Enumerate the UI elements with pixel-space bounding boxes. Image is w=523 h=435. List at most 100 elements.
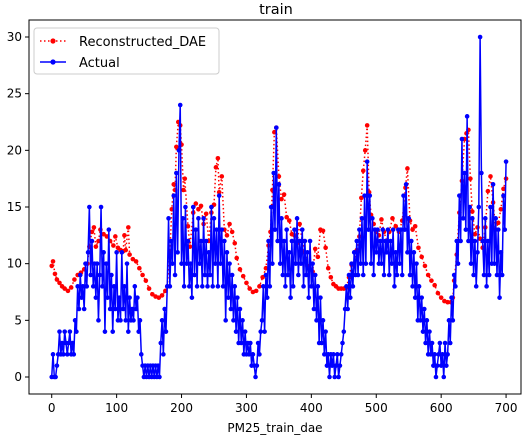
data-point xyxy=(477,34,483,40)
data-point xyxy=(389,261,395,266)
legend-box xyxy=(33,27,220,75)
data-point xyxy=(411,250,417,255)
data-point xyxy=(182,176,188,181)
data-point xyxy=(61,352,66,357)
data-point xyxy=(171,182,177,187)
data-point xyxy=(181,187,186,193)
data-point xyxy=(135,295,140,300)
data-point xyxy=(405,166,410,171)
data-point xyxy=(455,261,461,266)
data-point xyxy=(323,245,328,251)
data-point xyxy=(398,227,404,232)
data-point xyxy=(66,340,71,346)
data-point xyxy=(446,318,452,323)
data-point xyxy=(420,329,426,334)
data-point xyxy=(105,295,110,300)
data-point xyxy=(435,290,441,296)
data-point xyxy=(216,193,222,198)
data-point xyxy=(133,306,139,312)
data-point xyxy=(150,291,155,297)
data-point xyxy=(263,272,269,278)
data-point xyxy=(276,182,282,187)
data-point xyxy=(315,284,321,289)
data-point xyxy=(341,329,347,334)
data-point xyxy=(429,278,434,283)
data-point xyxy=(194,284,200,289)
data-point xyxy=(383,238,388,244)
data-point xyxy=(202,272,208,278)
data-point xyxy=(379,261,384,266)
data-point xyxy=(179,261,184,266)
data-point xyxy=(72,277,77,282)
legend-label-actual: Actual xyxy=(79,56,120,71)
data-point xyxy=(283,284,288,289)
data-point xyxy=(111,284,117,289)
data-point xyxy=(357,227,362,232)
data-point xyxy=(467,204,473,210)
data-point xyxy=(98,204,104,210)
data-point xyxy=(375,227,380,232)
data-point xyxy=(497,295,502,300)
data-point xyxy=(479,170,484,176)
data-point xyxy=(310,261,315,266)
data-point xyxy=(355,272,361,278)
data-point xyxy=(432,352,437,357)
data-point xyxy=(332,374,338,380)
data-point xyxy=(123,318,129,323)
data-point xyxy=(390,227,396,232)
data-point xyxy=(309,284,314,289)
data-point xyxy=(480,238,486,244)
data-point xyxy=(433,374,439,380)
data-point xyxy=(297,238,302,244)
data-point xyxy=(468,176,473,181)
data-point xyxy=(219,174,225,179)
x-tick-label: 600 xyxy=(430,401,453,415)
data-point xyxy=(306,295,312,300)
data-point xyxy=(440,352,445,357)
data-point xyxy=(96,238,101,244)
data-point xyxy=(181,284,187,289)
x-tick-label: 500 xyxy=(365,401,388,415)
data-point xyxy=(172,272,178,278)
data-point xyxy=(129,306,135,312)
data-point xyxy=(294,216,300,221)
data-point xyxy=(137,318,143,323)
data-point xyxy=(177,102,183,108)
data-point xyxy=(232,284,238,289)
data-point xyxy=(403,182,409,187)
data-point xyxy=(201,216,206,221)
data-point xyxy=(427,329,432,334)
data-point xyxy=(449,295,454,300)
data-point xyxy=(476,204,482,210)
data-point xyxy=(122,284,127,289)
data-point xyxy=(279,196,284,202)
data-point xyxy=(373,250,379,255)
data-point xyxy=(96,318,101,323)
data-point xyxy=(447,340,453,346)
data-point xyxy=(146,286,152,291)
data-point xyxy=(238,340,244,346)
data-point xyxy=(159,293,165,298)
data-point xyxy=(393,223,399,229)
data-point xyxy=(425,272,431,278)
data-point xyxy=(407,272,413,278)
data-point xyxy=(441,374,447,380)
data-point xyxy=(358,261,363,266)
data-point xyxy=(123,247,129,253)
x-axis: 0 100 200 300 400 500 600 700 xyxy=(48,394,518,415)
data-point xyxy=(114,250,119,255)
data-point xyxy=(359,216,365,221)
data-point xyxy=(366,227,371,232)
data-point xyxy=(193,201,199,206)
data-point xyxy=(200,284,205,289)
data-point xyxy=(429,340,435,346)
data-point xyxy=(235,295,240,300)
data-point xyxy=(434,363,440,368)
data-point xyxy=(254,363,260,368)
data-point xyxy=(475,250,480,255)
data-point xyxy=(418,318,423,323)
data-point xyxy=(327,374,332,380)
data-point xyxy=(83,261,88,266)
data-point xyxy=(170,261,175,266)
data-point xyxy=(84,284,90,289)
